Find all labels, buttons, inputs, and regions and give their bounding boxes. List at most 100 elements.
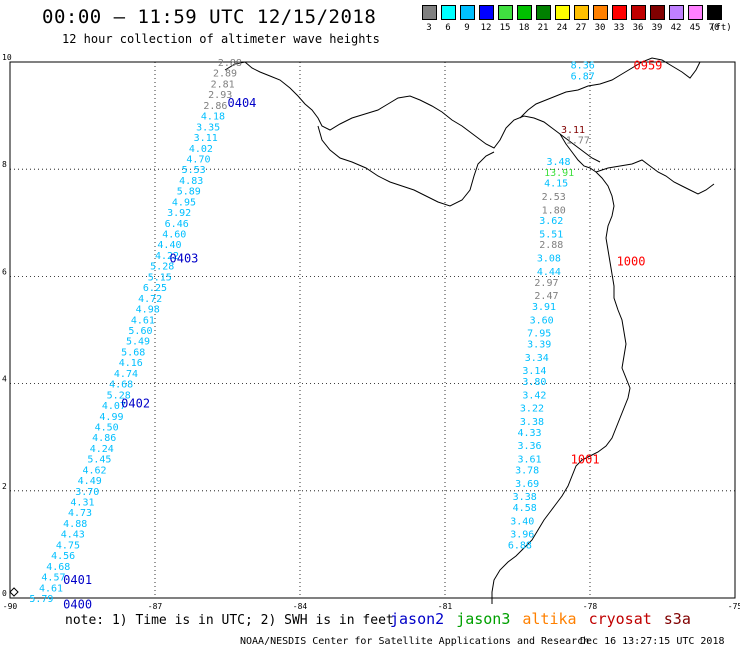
wave-height-value: 3.61 — [518, 455, 542, 466]
wave-height-value: 4.68 — [46, 562, 70, 573]
cryosat-track: 8.366.873.111.773.4813.914.152.531.803.6… — [508, 59, 663, 552]
legend-label: 30 — [594, 23, 606, 33]
wave-height-value: 2.89 — [213, 69, 237, 80]
track-time-label: 0401 — [63, 573, 92, 587]
wave-height-value: 3.34 — [525, 353, 549, 364]
map-frame — [9, 61, 736, 599]
legend-label: 33 — [613, 23, 625, 33]
wave-height-value: 4.57 — [41, 573, 65, 584]
wave-height-value: 5.60 — [128, 326, 152, 337]
wave-height-value: 2.86 — [203, 101, 227, 112]
satellite-label-jason3: jason3 — [456, 610, 511, 628]
legend-label: 27 — [575, 23, 587, 33]
wave-height-value: 3.35 — [196, 122, 220, 133]
wave-height-value: 3.38 — [513, 492, 537, 503]
track-time-label: 1001 — [571, 453, 600, 467]
x-tick-label: -87 — [148, 602, 163, 611]
wave-height-value: 3.38 — [520, 417, 544, 428]
legend-swatch — [593, 5, 608, 20]
wave-height-value: 5.15 — [148, 272, 172, 283]
wave-height-value: 4.07 — [102, 401, 126, 412]
satellite-label-jason2: jason2 — [390, 610, 445, 628]
wave-height-value: 6.25 — [143, 283, 167, 294]
legend-label: 21 — [537, 23, 549, 33]
wave-height-value: 4.02 — [189, 144, 213, 155]
wave-height-value: 3.14 — [522, 366, 546, 377]
wave-height-value: 3.22 — [520, 404, 544, 415]
wave-height-value: 3.36 — [518, 441, 542, 452]
legend-label: 3 — [426, 23, 432, 33]
wave-height-value: 5.49 — [126, 337, 150, 348]
map-title: 00:00 – 11:59 UTC 12/15/2018 — [42, 6, 377, 28]
track-time-label: 0402 — [121, 396, 150, 410]
legend-label: 9 — [464, 23, 470, 33]
wave-height-value: 4.15 — [544, 179, 568, 190]
wave-height-value: 4.73 — [68, 508, 92, 519]
wave-height-value: 1.77 — [566, 136, 590, 147]
altimeter-tracks: 5.794.614.574.684.564.754.434.884.734.31… — [29, 58, 662, 611]
legend-swatch — [555, 5, 570, 20]
generation-timestamp: Dec 16 13:27:15 UTC 2018 — [580, 636, 725, 647]
wave-height-value: 2.88 — [539, 240, 563, 251]
wave-height-value: 4.75 — [56, 540, 80, 551]
wave-height-value: 6.87 — [571, 71, 595, 82]
legend-swatch — [479, 5, 494, 20]
axis-labels: -90 -87 -84 -81 -78 -75 0 2 4 6 8 10 — [2, 53, 740, 611]
note-text: note: 1) Time is in UTC; 2) SWH is in fe… — [65, 613, 394, 628]
legend-label: 45 — [689, 23, 701, 33]
wave-height-value: 7.95 — [527, 329, 551, 340]
wave-height-value: 2.47 — [534, 291, 558, 302]
wave-height-value: 3.40 — [510, 516, 534, 527]
wave-height-value: 4.61 — [39, 583, 63, 594]
wave-height-value: 4.40 — [157, 240, 181, 251]
wave-height-value: 4.31 — [70, 498, 94, 509]
x-tick-label: -75 — [728, 602, 740, 611]
wave-height-value: 2.81 — [211, 79, 235, 90]
y-tick-label: 0 — [2, 589, 7, 598]
wave-height-value: 4.49 — [78, 476, 102, 487]
wave-height-value: 2.97 — [534, 278, 558, 289]
y-tick-label: 6 — [2, 267, 7, 276]
x-tick-label: -78 — [583, 602, 598, 611]
wave-height-value: 4.70 — [186, 154, 210, 165]
wave-height-value: 3.11 — [561, 125, 585, 136]
satellite-label-altika: altika — [522, 610, 577, 628]
wave-height-value: 5.53 — [182, 165, 206, 176]
legend-swatch — [517, 5, 532, 20]
legend-swatch — [441, 5, 456, 20]
legend-label: 6 — [445, 23, 451, 33]
legend-swatch — [422, 5, 437, 20]
legend-label: 42 — [670, 23, 682, 33]
wave-height-value: 4.99 — [99, 412, 123, 423]
legend-swatch — [536, 5, 551, 20]
wave-height-value: 3.69 — [515, 479, 539, 490]
lat-lon-grid — [9, 61, 736, 599]
wave-height-value: 2.88 — [218, 58, 242, 69]
legend-swatch — [460, 5, 475, 20]
wave-height-value: 3.42 — [522, 390, 546, 401]
coastline-caribbean — [519, 57, 701, 119]
wave-height-value: 4.16 — [119, 358, 143, 369]
wave-height-value: 5.68 — [121, 347, 145, 358]
wave-height-value: 4.24 — [90, 444, 114, 455]
wave-height-value: 3.08 — [537, 254, 561, 265]
legend-swatch — [688, 5, 703, 20]
wave-height-value: 5.28 — [107, 390, 131, 401]
wave-height-value: 5.79 — [29, 594, 53, 605]
legend-label: 39 — [651, 23, 663, 33]
wave-height-value: 4.86 — [92, 433, 116, 444]
wave-height-value: 4.33 — [518, 428, 542, 439]
wave-height-value: 4.58 — [513, 503, 537, 514]
wave-height-value: 2.93 — [208, 90, 232, 101]
legend-swatch — [498, 5, 513, 20]
wave-height-value: 1.80 — [542, 205, 566, 216]
wave-height-value: 4.74 — [114, 369, 138, 380]
coastline-central-america — [224, 61, 601, 163]
wave-height-value: 13.91 — [544, 168, 574, 179]
wave-height-value: 3.48 — [547, 157, 571, 168]
legend-label: 18 — [518, 23, 530, 33]
satellite-label-cryosat: cryosat — [588, 610, 652, 628]
legend-label: 24 — [556, 23, 568, 33]
wave-height-value: 4.68 — [109, 380, 133, 391]
